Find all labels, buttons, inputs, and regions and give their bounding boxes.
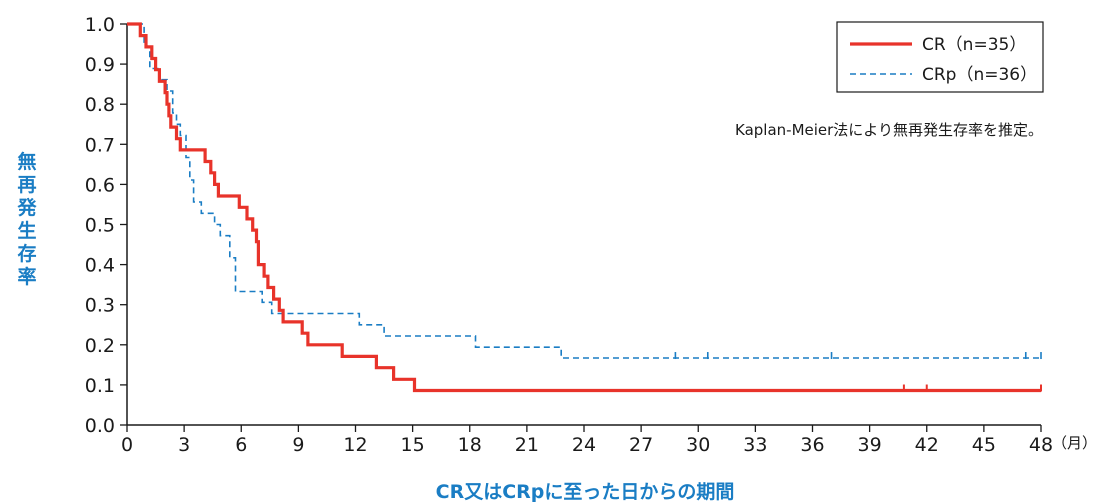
x-tick-label: 6 [235, 434, 247, 456]
y-tick-label: 0.1 [85, 375, 115, 397]
series-line-crp [127, 23, 1041, 359]
x-axis-unit: （月） [1052, 434, 1097, 452]
y-tick-label: 0.3 [85, 295, 115, 317]
y-axis-label-char: 存 [17, 242, 36, 265]
x-tick-label: 24 [572, 434, 596, 456]
y-tick-label: 0.7 [85, 134, 115, 156]
y-tick-label: 0.2 [85, 335, 115, 357]
x-axis-ticks: 0 3 6 9 12 15 18 21 24 27 30 33 36 39 42 45 48 [121, 425, 1053, 456]
x-tick-label: 0 [121, 434, 133, 456]
x-tick-label: 45 [972, 434, 996, 456]
y-axis-label-char: 発 [16, 196, 37, 219]
y-tick-label: 0.4 [85, 255, 115, 277]
x-tick-label: 21 [515, 434, 539, 456]
x-tick-label: 33 [743, 434, 767, 456]
y-axis-label-char: 無 [17, 150, 36, 173]
method-annotation: Kaplan-Meier法により無再発生存率を推定。 [735, 121, 1043, 139]
y-tick-label: 0.0 [85, 415, 115, 437]
legend-label-crp: CRp（n=36） [922, 65, 1037, 85]
x-tick-label: 39 [858, 434, 882, 456]
legend-box [836, 21, 1044, 93]
x-axis-label: CR又はCRpに至った日からの期間 [436, 481, 735, 503]
x-tick-label: 36 [800, 434, 824, 456]
x-tick-label: 15 [401, 434, 425, 456]
y-tick-label: 0.6 [85, 174, 115, 196]
legend-label-cr: CR（n=35） [922, 35, 1026, 55]
x-tick-label: 30 [686, 434, 710, 456]
legend: CR（n=35） CRp（n=36） [836, 21, 1044, 93]
y-axis-label-char: 生 [17, 219, 36, 242]
y-axis-label: 無再発生存率 [16, 150, 37, 288]
series-lines [127, 22, 1042, 393]
x-tick-label: 9 [292, 434, 304, 456]
y-axis-ticks: 0.0 0.1 0.2 0.3 0.4 0.5 0.6 0.7 0.8 0.9 1.0 [85, 14, 127, 437]
y-axis-label-char: 率 [17, 265, 36, 288]
y-axis-label-char: 再 [17, 174, 36, 196]
y-tick-label: 1.0 [85, 14, 115, 36]
x-tick-label: 18 [458, 434, 482, 456]
x-tick-label: 12 [343, 434, 367, 456]
y-tick-label: 0.8 [85, 94, 115, 116]
y-tick-label: 0.5 [85, 215, 115, 237]
y-tick-label: 0.9 [85, 54, 115, 76]
x-tick-label: 27 [629, 434, 653, 456]
series-line-cr [127, 22, 1041, 393]
x-tick-label: 3 [178, 434, 190, 456]
x-tick-label: 48 [1029, 434, 1053, 456]
x-tick-label: 42 [915, 434, 939, 456]
